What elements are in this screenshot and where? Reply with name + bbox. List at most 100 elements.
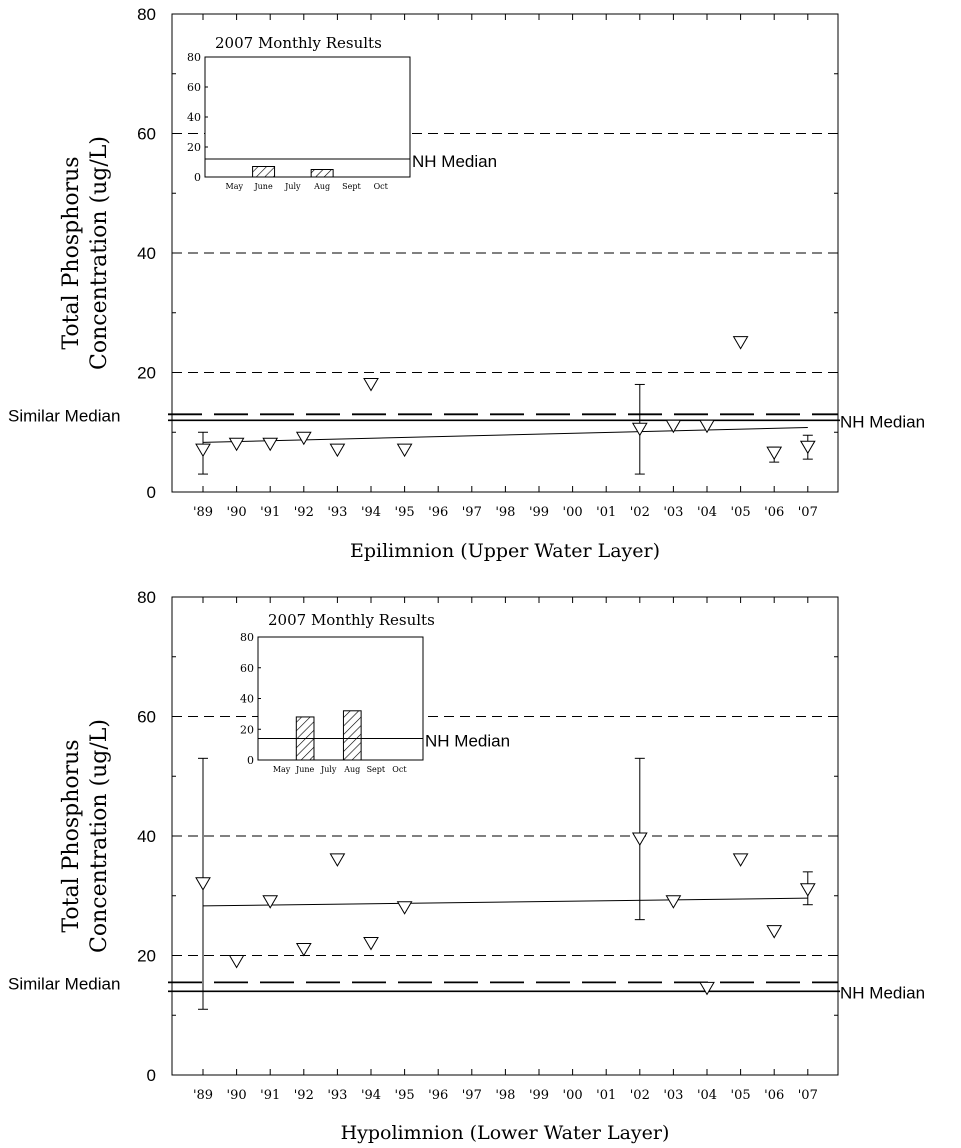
x-axis-label: Epilimnion (Upper Water Layer) bbox=[350, 540, 660, 562]
similar-median-label: Similar Median bbox=[8, 406, 120, 425]
x-tick-label: '92 bbox=[294, 505, 314, 520]
data-point bbox=[228, 437, 245, 452]
y-tick-label: 20 bbox=[137, 947, 156, 966]
y-tick-label: 0 bbox=[147, 1066, 156, 1085]
data-point bbox=[699, 981, 715, 996]
data-point bbox=[195, 877, 211, 891]
x-tick-label: '03 bbox=[663, 1088, 683, 1103]
trend-line bbox=[202, 897, 808, 907]
data-point bbox=[631, 422, 648, 437]
inset-y-tick-label: 60 bbox=[240, 662, 254, 675]
data-point bbox=[329, 853, 346, 867]
y-tick-label: 60 bbox=[137, 708, 156, 727]
x-tick-label: '98 bbox=[495, 1088, 515, 1103]
data-point bbox=[732, 853, 749, 867]
inset-y-tick-label: 20 bbox=[240, 723, 254, 736]
epilimnion-chart: 0 20 40 60 80 '89 '90 '91 '92 '93 '94 '95 '96 '97 '98 '… bbox=[8, 5, 925, 562]
x-tick-label: '93 bbox=[327, 1088, 347, 1103]
data-point bbox=[766, 925, 783, 939]
inset-y-tick-label: 40 bbox=[240, 693, 254, 706]
x-tick-label: '03 bbox=[663, 505, 683, 520]
y-tick-label: 20 bbox=[137, 364, 156, 383]
data-point bbox=[363, 377, 379, 392]
x-tick-label: '90 bbox=[227, 1088, 247, 1103]
x-tick-label: '06 bbox=[764, 1088, 784, 1103]
x-tick-label: '89 bbox=[193, 1088, 213, 1103]
y-tick-label: 80 bbox=[137, 588, 156, 607]
inset-y-tick-label: 60 bbox=[187, 81, 201, 94]
inset-nh-median-label: NH Median bbox=[425, 731, 510, 750]
x-tick-label: '95 bbox=[395, 1088, 415, 1103]
inset-x-tick-label: Sept bbox=[367, 765, 386, 774]
x-tick-label: '99 bbox=[529, 505, 549, 520]
data-point bbox=[262, 895, 279, 909]
x-tick-label: '90 bbox=[227, 505, 247, 520]
inset-y-tick-label: 80 bbox=[187, 51, 201, 64]
y-axis-label-line1: Total Phosphorus bbox=[59, 739, 84, 932]
nh-median-label: NH Median bbox=[840, 412, 925, 431]
inset-y-tick-label: 0 bbox=[194, 171, 201, 184]
x-tick-label: '97 bbox=[462, 505, 482, 520]
x-tick-label: '96 bbox=[428, 1088, 448, 1103]
y-tick-label: 40 bbox=[137, 827, 156, 846]
inset-y-tick-label: 20 bbox=[187, 141, 201, 154]
x-tick-label: '01 bbox=[596, 505, 616, 520]
inset-x-tick-label: Sept bbox=[342, 182, 361, 191]
x-tick-label: '99 bbox=[529, 1088, 549, 1103]
data-point bbox=[363, 937, 379, 951]
inset-y-tick-label: 80 bbox=[240, 631, 254, 644]
inset-x-tick-label: Oct bbox=[392, 765, 407, 774]
x-tick-label: '06 bbox=[764, 505, 784, 520]
data-point bbox=[766, 446, 783, 461]
x-tick-label: '94 bbox=[361, 1088, 381, 1103]
x-tick-label: '04 bbox=[697, 1088, 717, 1103]
data-point bbox=[295, 943, 312, 957]
x-tick-label: '91 bbox=[260, 1088, 280, 1103]
data-point bbox=[799, 440, 816, 455]
x-tick-label: '00 bbox=[563, 505, 583, 520]
x-tick-label: '05 bbox=[731, 1088, 751, 1103]
trend-line bbox=[202, 426, 808, 443]
x-tick-label: '01 bbox=[596, 1088, 616, 1103]
inset-nh-median-label: NH Median bbox=[412, 152, 497, 171]
inset-frame bbox=[204, 56, 411, 178]
inset-bar bbox=[342, 710, 362, 761]
inset-x-tick-label: July bbox=[320, 765, 337, 774]
x-tick-label: '97 bbox=[462, 1088, 482, 1103]
x-tick-label: '00 bbox=[563, 1088, 583, 1103]
data-point bbox=[665, 895, 682, 909]
data-point bbox=[329, 443, 346, 458]
x-tick-label: '94 bbox=[361, 505, 381, 520]
inset-x-tick-label: Aug bbox=[313, 182, 330, 191]
hypolimnion-chart: 0 20 40 60 80 '89 '90 '91 '92 '93 '94 '95 '96 '97 '98 '… bbox=[8, 588, 925, 1144]
similar-median-label: Similar Median bbox=[8, 974, 120, 993]
data-point bbox=[262, 437, 279, 452]
inset-frame bbox=[257, 636, 424, 761]
x-tick-label: '02 bbox=[630, 1088, 650, 1103]
inset-x-tick-label: Oct bbox=[374, 182, 389, 191]
y-axis-label-line2: Concentration (ug/L) bbox=[87, 136, 112, 370]
data-point bbox=[396, 443, 413, 458]
y-tick-label: 80 bbox=[137, 5, 156, 24]
y-tick-label: 0 bbox=[147, 483, 156, 502]
inset-y-tick-label: 40 bbox=[187, 111, 201, 124]
x-tick-label: '95 bbox=[395, 505, 415, 520]
inset-title: 2007 Monthly Results bbox=[215, 34, 382, 52]
y-axis-label-line1: Total Phosphorus bbox=[59, 156, 84, 349]
inset-y-tick-label: 0 bbox=[247, 754, 254, 767]
inset-x-tick-label: July bbox=[284, 182, 301, 191]
data-point bbox=[631, 832, 648, 846]
y-axis-label-line2: Concentration (ug/L) bbox=[87, 719, 112, 953]
inset-bar bbox=[310, 169, 334, 178]
data-point bbox=[396, 901, 413, 915]
inset-bar bbox=[252, 166, 276, 178]
data-point bbox=[699, 419, 715, 434]
x-tick-label: '89 bbox=[193, 505, 213, 520]
inset-x-tick-label: May bbox=[273, 765, 291, 774]
x-tick-label: '02 bbox=[630, 505, 650, 520]
nh-median-label: NH Median bbox=[840, 983, 925, 1002]
inset-x-tick-label: June bbox=[253, 182, 273, 191]
data-point bbox=[732, 336, 749, 350]
x-tick-label: '07 bbox=[798, 1088, 818, 1103]
